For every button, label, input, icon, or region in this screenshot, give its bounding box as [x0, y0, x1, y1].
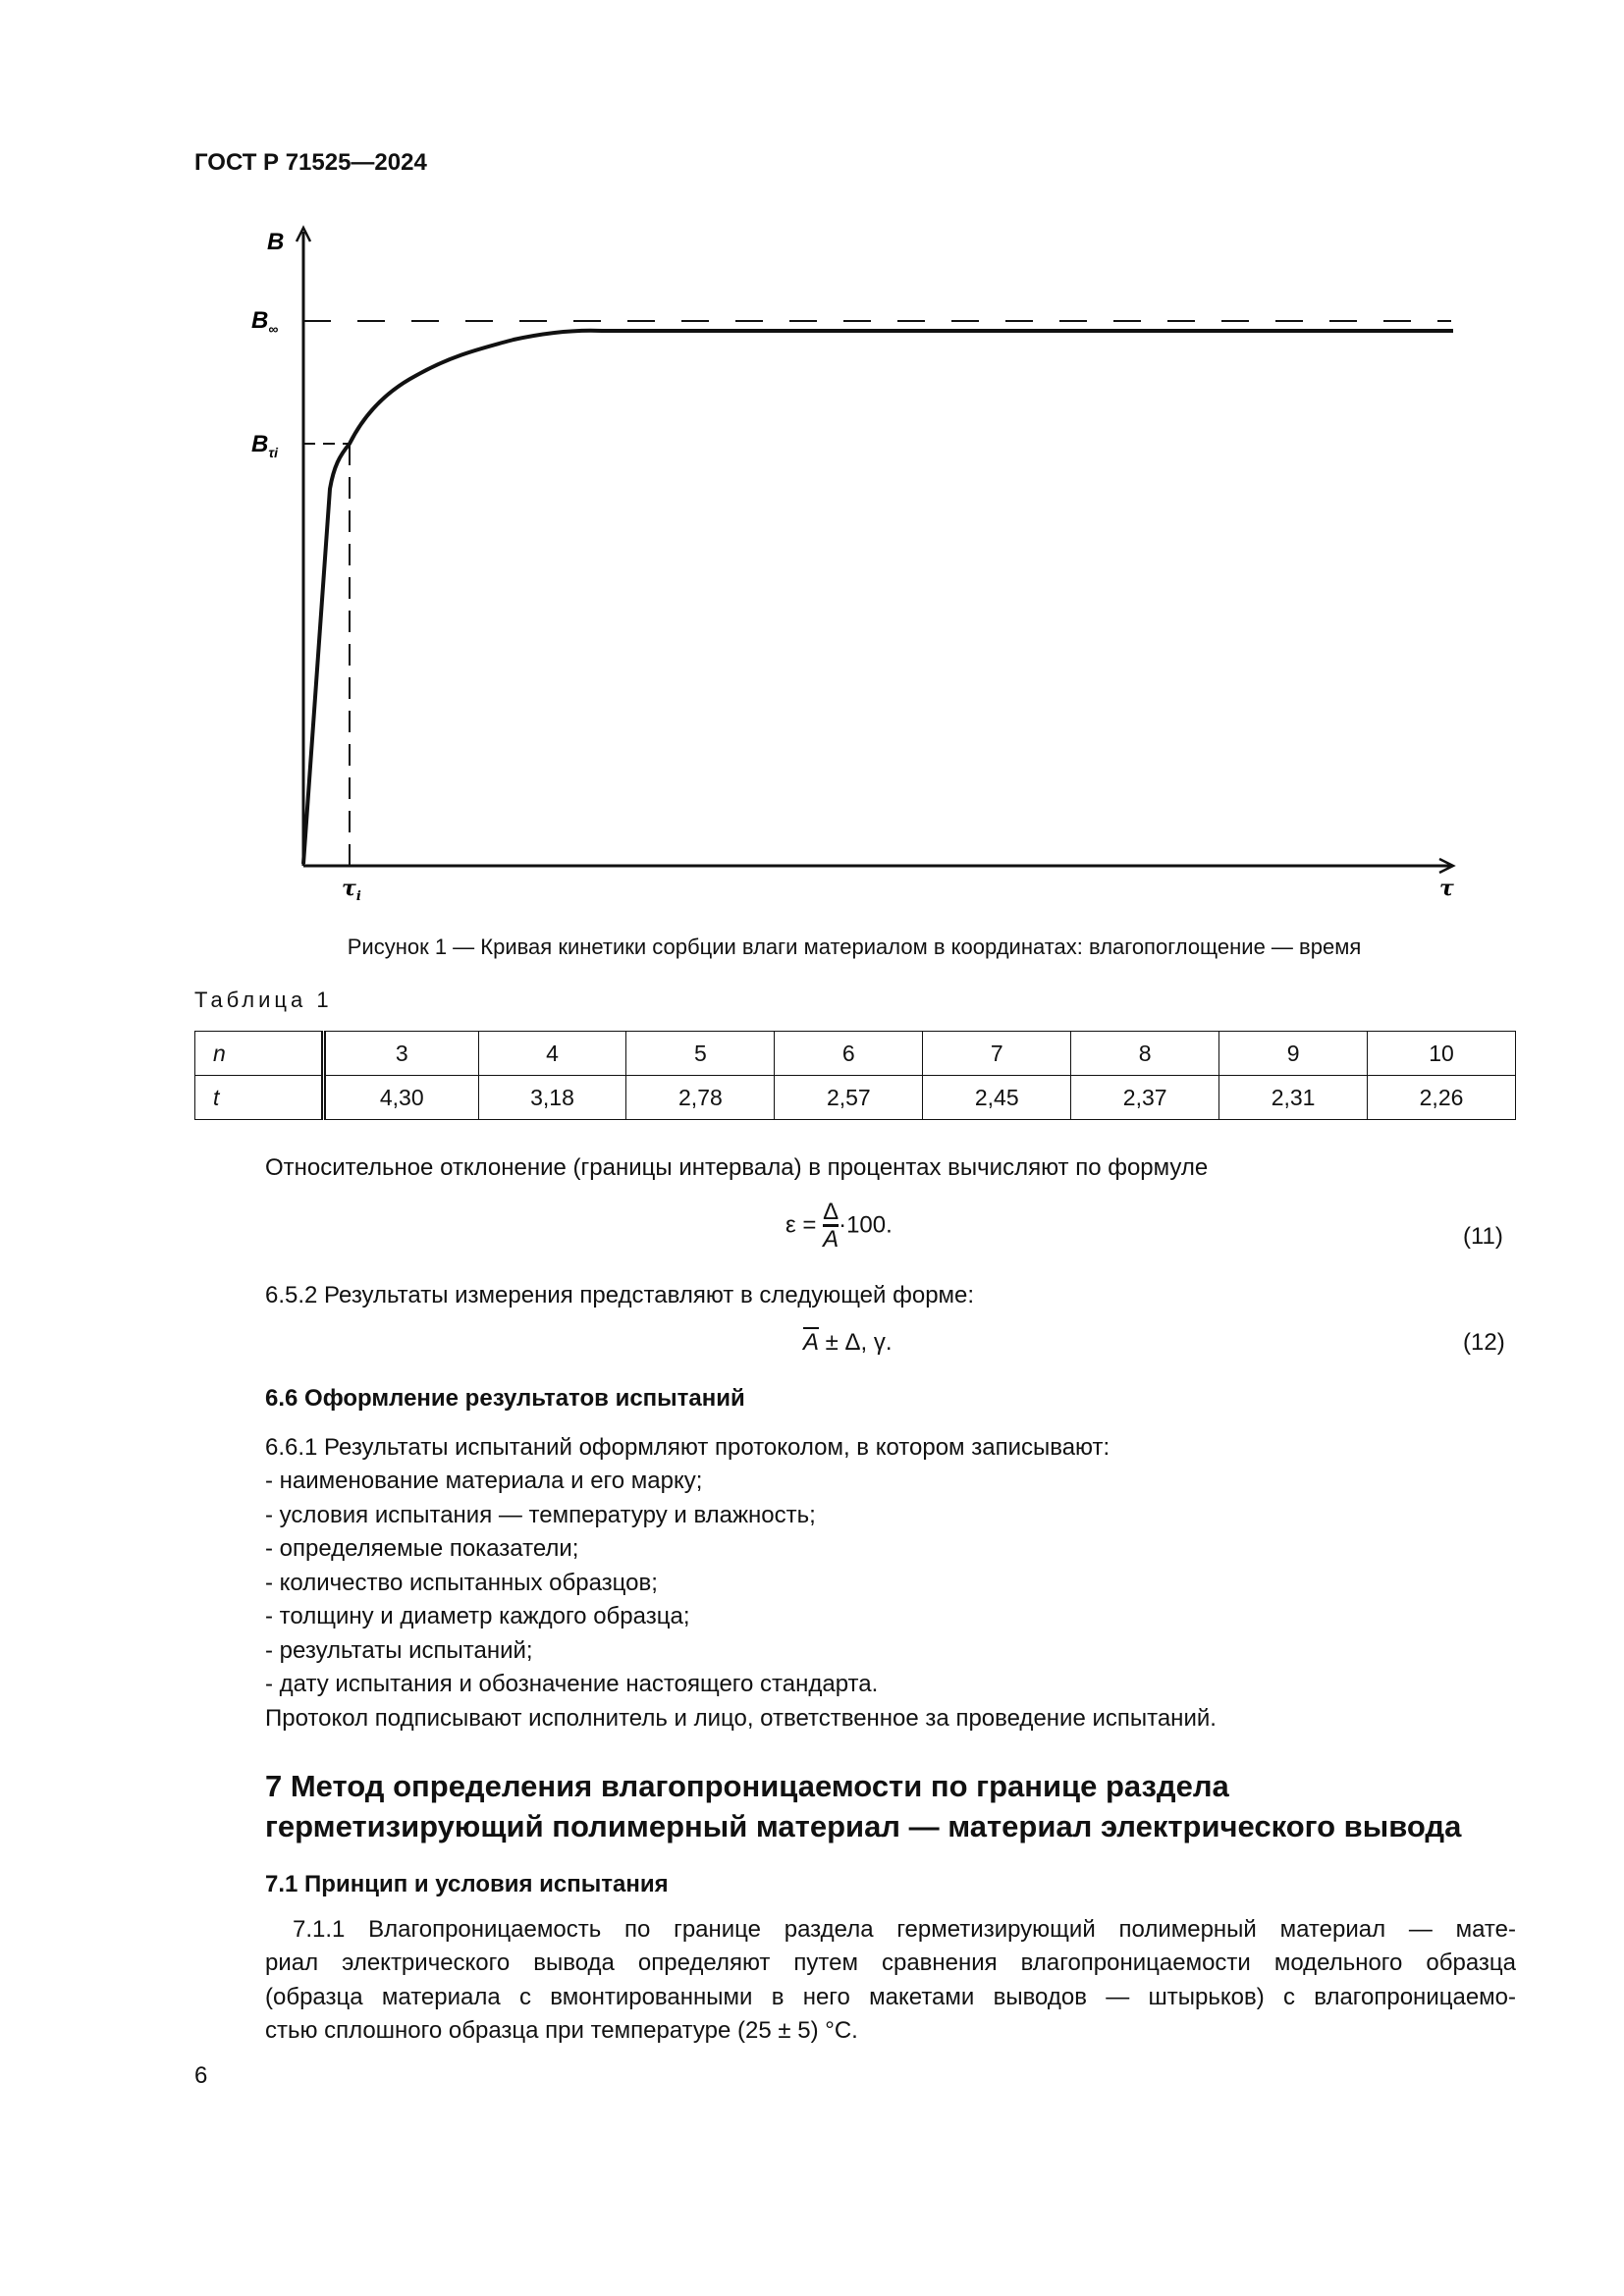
- list-item: - результаты испытаний;: [265, 1637, 533, 1664]
- table-row: n 3 4 5 6 7 8 9 10: [194, 1031, 1516, 1076]
- table-cell: 2,45: [922, 1075, 1072, 1120]
- table-cell: 2,31: [1218, 1075, 1369, 1120]
- list-item: - толщину и диаметр каждого образца;: [265, 1603, 690, 1629]
- section-heading-7-line2: герметизирующий полимерный материал — ма…: [265, 1809, 1462, 1843]
- page-number: 6: [194, 2062, 208, 2089]
- section-heading-6-6: 6.6 Оформление результатов испытаний: [265, 1385, 745, 1412]
- row-header: t: [194, 1075, 326, 1120]
- table-row: t 4,30 3,18 2,78 2,57 2,45 2,37 2,31 2,2…: [194, 1075, 1516, 1120]
- formula-number: (12): [1463, 1329, 1505, 1356]
- formula-number: (11): [1463, 1223, 1503, 1250]
- table-cell: 3: [323, 1031, 479, 1076]
- table-cell: 2,37: [1070, 1075, 1220, 1120]
- section-heading-7-1: 7.1 Принцип и условия испытания: [265, 1871, 669, 1897]
- list-item: - дату испытания и обозначение настоящег…: [265, 1671, 879, 1697]
- b-inf-label: B∞: [251, 307, 278, 337]
- table-cell: 9: [1218, 1031, 1369, 1076]
- list-item: - условия испытания — температуру и влаж…: [265, 1502, 816, 1528]
- table-cell: 5: [625, 1031, 776, 1076]
- x-axis-arrow: [1438, 857, 1456, 875]
- formula-rhs: ·100.: [839, 1211, 893, 1239]
- tau-i-label: τi: [342, 876, 361, 904]
- paragraph: 6.6.1 Результаты испытаний оформляют про…: [265, 1434, 1110, 1461]
- paragraph-line: 7.1.1 Влагопроницаемость по границе разд…: [293, 1916, 1516, 1943]
- paragraph-line: стью сплошного образца при температуре (…: [265, 2017, 858, 2044]
- sorption-curve: [301, 328, 1453, 865]
- table-cell: 3,18: [477, 1075, 627, 1120]
- paragraph: Протокол подписывают исполнитель и лицо,…: [265, 1705, 1217, 1732]
- sorption-kinetics-figure: B B∞ Bτi τi τ: [251, 225, 1456, 904]
- paragraph-line: риал электрического вывода определяют пу…: [265, 1949, 1516, 1976]
- table-cell: 6: [774, 1031, 924, 1076]
- table-cell: 2,57: [774, 1075, 924, 1120]
- table-cell: 2,26: [1367, 1075, 1516, 1120]
- y-axis-label: B: [267, 229, 284, 255]
- figure-caption: Рисунок 1 — Кривая кинетики сорбции влаг…: [347, 934, 1362, 959]
- table-cell: 2,78: [625, 1075, 776, 1120]
- list-item: - определяемые показатели;: [265, 1535, 579, 1562]
- list-item: - количество испытанных образцов;: [265, 1570, 658, 1596]
- row-header: n: [194, 1031, 326, 1076]
- paragraph-line: (образца материала с вмонтированными в н…: [265, 1984, 1516, 2010]
- list-item: - наименование материала и его марку;: [265, 1468, 703, 1494]
- table-caption: Таблица 1: [194, 988, 333, 1012]
- table-cell: 4: [477, 1031, 627, 1076]
- paragraph: Относительное отклонение (границы интерв…: [265, 1154, 1209, 1181]
- paragraph: 6.5.2 Результаты измерения представляют …: [265, 1282, 975, 1308]
- table-cell: 8: [1070, 1031, 1220, 1076]
- formula-11: ε = Δ A ·100.: [785, 1199, 893, 1254]
- section-heading-7: 7 Метод определения влагопроницаемости п…: [265, 1769, 1229, 1803]
- formula-12: A ± Δ, γ.: [803, 1329, 893, 1356]
- table-cell: 4,30: [323, 1075, 479, 1120]
- y-axis-arrow: [295, 225, 312, 242]
- formula-lhs: ε =: [785, 1211, 817, 1239]
- table-cell: 10: [1367, 1031, 1516, 1076]
- document-id: ГОСТ Р 71525—2024: [194, 149, 427, 176]
- data-table: n 3 4 5 6 7 8 9 10 t 4,30 3,18 2,78 2,57…: [194, 1031, 1516, 1120]
- table-cell: 7: [922, 1031, 1072, 1076]
- b-ti-label: Bτi: [251, 431, 279, 460]
- x-axis-label: τ: [1439, 876, 1454, 901]
